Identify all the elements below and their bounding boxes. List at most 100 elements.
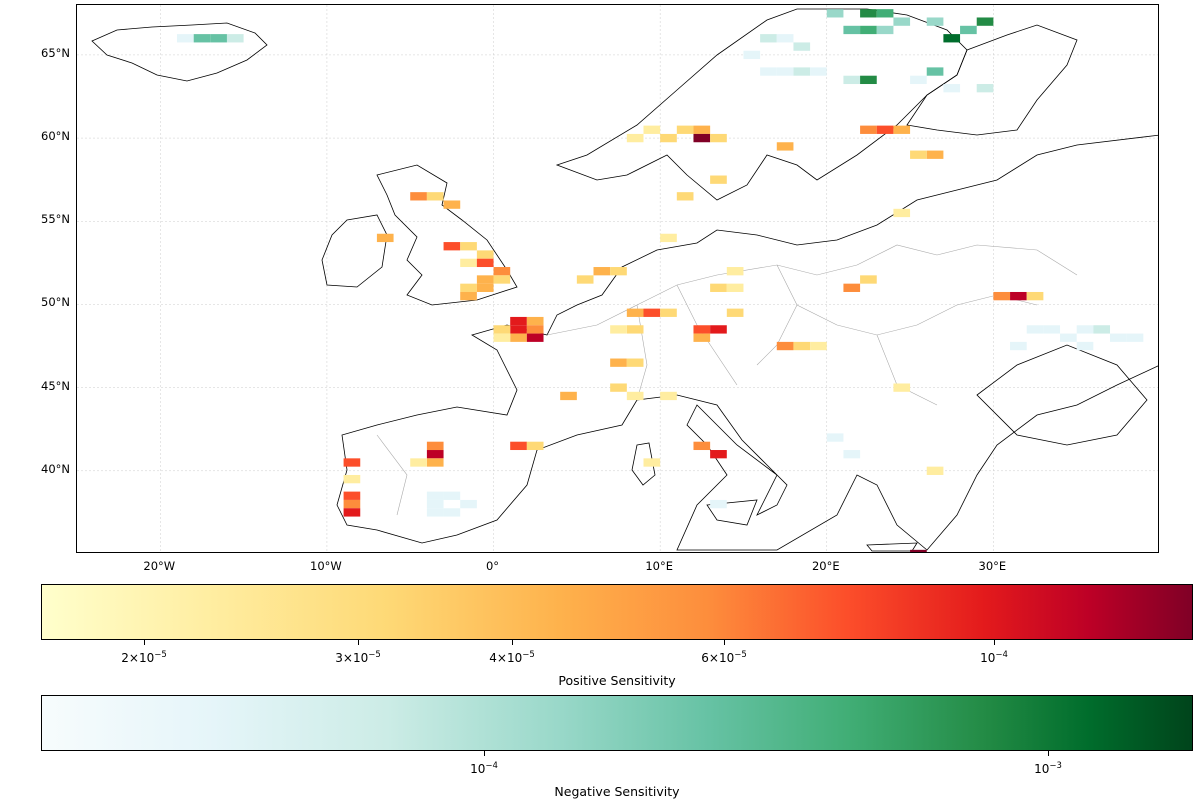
negative-cell: [760, 67, 777, 76]
positive-cell: [710, 175, 727, 184]
positive-colorbar-tick-mark: [994, 640, 995, 645]
crete-outline: [866, 542, 918, 552]
positive-cell: [443, 200, 461, 209]
lat-label: 50°N: [41, 295, 70, 310]
negative-cell: [793, 42, 811, 51]
negative-cell: [1076, 325, 1094, 334]
lon-label: 30°E: [978, 559, 1007, 573]
lat-label: 65°N: [41, 45, 70, 60]
negative-sensitivity-cells: [176, 9, 1144, 517]
lon-label: 0°: [485, 559, 500, 573]
positive-cell: [493, 267, 511, 276]
lat-label: 45°N: [41, 378, 70, 393]
positive-cell: [893, 125, 911, 134]
negative-cell: [943, 34, 961, 43]
positive-cell: [493, 275, 511, 284]
positive-cell: [710, 450, 727, 459]
positive-cell: [460, 242, 477, 251]
negative-cell: [843, 450, 861, 459]
positive-colorbar-tick: 6×10−5: [701, 650, 747, 665]
negative-cell: [776, 67, 794, 76]
negative-cell: [1110, 333, 1127, 342]
positive-cell: [343, 458, 361, 467]
positive-cell: [710, 325, 727, 334]
negative-colorbar-tick-mark: [484, 751, 485, 756]
negative-cell: [860, 75, 877, 85]
positive-cell: [610, 358, 627, 367]
negative-cell: [876, 9, 894, 18]
negative-cell: [893, 17, 911, 26]
positive-cell: [593, 267, 611, 276]
positive-cell: [376, 233, 394, 243]
positive-cell: [493, 325, 511, 334]
positive-cell: [676, 125, 694, 134]
map-panel[interactable]: [76, 4, 1159, 553]
positive-cell: [660, 233, 677, 243]
positive-cell: [343, 491, 361, 500]
negative-cell: [426, 508, 444, 517]
positive-cell: [876, 125, 894, 134]
positive-cell: [343, 508, 361, 517]
positive-cell: [610, 267, 627, 276]
positive-cell: [1026, 291, 1044, 301]
positive-cell: [526, 325, 544, 334]
black-sea-outline: [976, 344, 1148, 446]
positive-cell: [460, 258, 477, 268]
positive-cell: [343, 499, 361, 509]
positive-cell: [926, 150, 944, 159]
great-britain-outline: [376, 164, 518, 306]
positive-cell: [510, 325, 527, 334]
positive-cell: [576, 275, 594, 284]
positive-cell: [910, 549, 927, 552]
negative-cell: [1010, 341, 1027, 351]
negative-cell: [976, 84, 994, 93]
positive-cell: [660, 308, 677, 317]
negative-cell: [793, 67, 811, 76]
positive-cell: [1010, 291, 1027, 301]
positive-cell: [993, 291, 1011, 301]
positive-sensitivity-cells: [343, 125, 1044, 552]
lat-label: 55°N: [41, 212, 70, 227]
positive-cell: [426, 450, 444, 459]
lon-label: 10°W: [310, 559, 342, 573]
positive-cell: [710, 283, 727, 292]
negative-cell: [976, 17, 994, 26]
positive-cell: [910, 150, 927, 159]
negative-cell: [443, 508, 461, 517]
positive-cell: [493, 333, 511, 342]
negative-cell: [1043, 325, 1061, 334]
sicily-outline: [706, 499, 758, 526]
negative-cell: [710, 499, 727, 509]
lat-label: 40°N: [41, 461, 70, 476]
negative-cell: [193, 34, 211, 43]
positive-colorbar-tick-mark: [724, 640, 725, 645]
positive-cell: [793, 341, 811, 351]
positive-sensitivity-colorbar: [41, 584, 1193, 640]
positive-cell: [693, 133, 711, 143]
positive-cell: [526, 316, 544, 326]
positive-cell: [426, 441, 444, 451]
positive-cell: [693, 325, 711, 334]
lat-label: 60°N: [41, 129, 70, 144]
graticule: [77, 5, 1158, 552]
positive-cell: [626, 325, 644, 334]
positive-cell: [626, 308, 644, 317]
negative-cell: [743, 50, 761, 60]
negative-cell: [443, 491, 461, 500]
positive-colorbar-tick: 4×10−5: [489, 650, 535, 665]
positive-cell: [726, 267, 744, 276]
lon-label: 20°W: [143, 559, 176, 573]
positive-colorbar-tick: 3×10−5: [335, 650, 381, 665]
positive-cell: [476, 250, 494, 259]
positive-colorbar-tick: 2×10−5: [121, 650, 167, 665]
positive-cell: [526, 441, 544, 451]
positive-cell: [510, 316, 527, 326]
negative-cell: [226, 34, 244, 43]
negative-cell: [910, 75, 927, 85]
negative-cell: [876, 25, 894, 35]
positive-cell: [560, 391, 577, 401]
positive-colorbar-tick: 10−4: [980, 650, 1008, 665]
positive-cell: [693, 333, 711, 342]
positive-colorbar-tick-mark: [358, 640, 359, 645]
negative-cell: [1093, 325, 1111, 334]
